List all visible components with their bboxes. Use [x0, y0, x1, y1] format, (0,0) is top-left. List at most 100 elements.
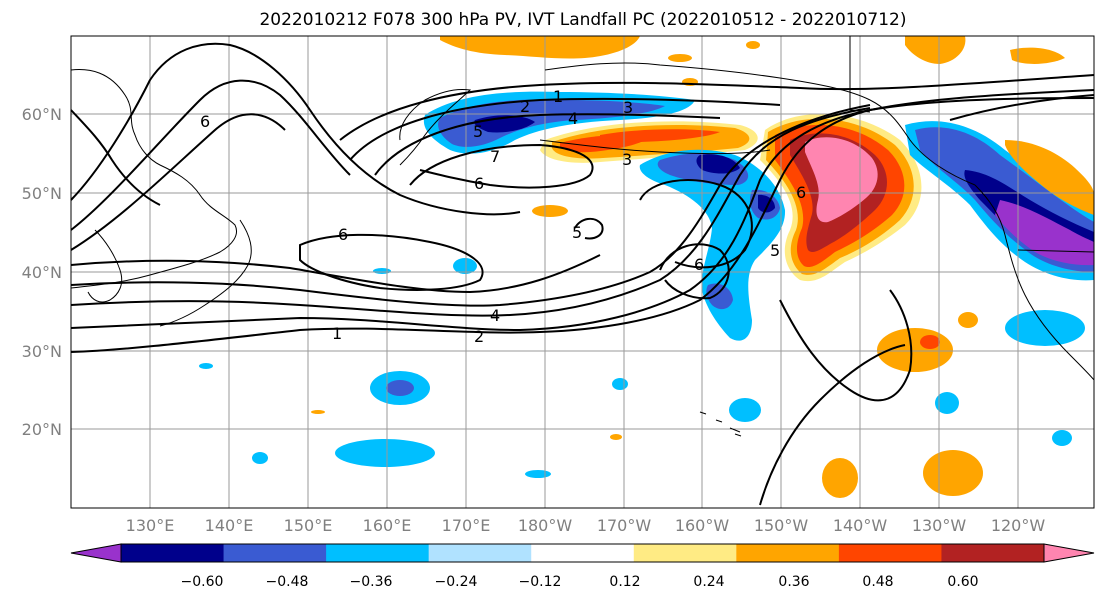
contour-label: 4 — [490, 306, 500, 325]
pv-contour-16 — [70, 42, 521, 216]
lat-label: 30°N — [22, 342, 62, 361]
negative-anomaly-patch-13 — [958, 312, 978, 328]
positive-anomaly-patch-5 — [610, 434, 622, 440]
pv-contour-19 — [70, 109, 161, 206]
pv-contour-20 — [949, 94, 1095, 121]
pv-contour-6 — [299, 233, 484, 291]
contour-label: 1 — [332, 324, 342, 343]
contour-label: 6 — [796, 183, 806, 202]
pv-contour-12 — [639, 179, 753, 269]
contour-label: 3 — [622, 150, 632, 169]
pv-contour-8 — [349, 97, 781, 161]
negative-anomaly-patch-12 — [1005, 310, 1085, 346]
negative-anomaly-patch-4 — [373, 268, 391, 274]
colorbar-tick-label: 0.24 — [693, 574, 724, 590]
contour-label: 6 — [694, 255, 704, 274]
positive-anomaly-patch-8 — [668, 54, 692, 62]
colorbar-segment — [941, 544, 1045, 562]
pv-contour-18 — [70, 113, 286, 251]
negative-anomaly-central-outer — [639, 149, 786, 341]
positive-anomaly-arctic-small — [1010, 47, 1065, 64]
negative-anomaly-patch-1b — [386, 380, 414, 396]
negative-anomaly-patch-2 — [335, 439, 435, 467]
lon-label: 150°W — [754, 516, 809, 535]
colorbar-tick-label: −0.36 — [350, 574, 393, 590]
positive-anomaly-patch-7 — [746, 41, 760, 49]
lon-label: 160°E — [363, 516, 412, 535]
positive-anomaly-patch-3 — [822, 458, 858, 498]
colorbar-tick-label: 0.36 — [778, 574, 809, 590]
lat-label: 60°N — [22, 105, 62, 124]
lat-labels: 60°N 50°N 40°N 30°N 20°N — [22, 105, 62, 439]
negative-anomaly-central-navy — [696, 154, 740, 174]
negative-anomaly-patch-11 — [199, 363, 213, 369]
coast-asia-north — [70, 69, 237, 289]
coast-alaska — [544, 62, 976, 186]
colorbar-tick-label: 0.60 — [947, 574, 978, 590]
pv-contour-14 — [779, 289, 913, 402]
pv-contour-4 — [70, 104, 871, 307]
coast-kamchatka — [399, 89, 472, 166]
colorbar-extend-min — [70, 543, 122, 563]
colorbar-tick-label: −0.48 — [266, 574, 309, 590]
negative-anomaly-nw-coast-purple — [995, 200, 1094, 266]
lon-label: 130°E — [126, 516, 175, 535]
colorbar-tick-label: −0.24 — [435, 574, 478, 590]
lon-label: 140°E — [205, 516, 254, 535]
colorbar-segment — [326, 544, 430, 562]
contour-label: 2 — [474, 327, 484, 346]
contour-label: 5 — [473, 122, 483, 141]
contour-label: 5 — [770, 241, 780, 260]
negative-anomaly-patch-5 — [612, 378, 628, 390]
map-frame — [70, 35, 1095, 509]
shading-layer — [199, 36, 1094, 498]
lon-label: 130°W — [912, 516, 967, 535]
coast-aleutians — [539, 139, 771, 155]
colorbar-tick-labels: −0.60 −0.48 −0.36 −0.24 −0.12 0.12 0.24 … — [181, 574, 979, 590]
lat-label: 50°N — [22, 184, 62, 203]
pv-contour-9 — [374, 113, 721, 176]
lon-labels: 130°E 140°E 150°E 160°E 170°E 180°W 170°… — [126, 516, 1046, 535]
coastlines — [70, 36, 1095, 437]
positive-anomaly-patch-2b — [920, 335, 940, 349]
map-panel: 1 2 3 4 5 6 7 6 6 4 2 1 6 5 6 3 5 — [70, 35, 1095, 509]
colorbar-segment — [633, 544, 737, 562]
colorbar-frame — [120, 543, 1045, 563]
pv-contour-10 — [409, 143, 594, 189]
figure-title: 2022010212 F078 300 hPa PV, IVT Landfall… — [259, 10, 906, 30]
colorbar — [70, 543, 1095, 563]
pv-contour-7 — [339, 74, 1095, 141]
pv-contour-5 — [70, 254, 601, 294]
colorbar-segment — [223, 544, 327, 562]
pv-contour-2 — [70, 97, 1095, 332]
colorbar-segment — [428, 544, 532, 562]
border-us-canada — [1017, 249, 1095, 253]
coast-korea — [87, 229, 123, 303]
contour-labels: 1 2 3 4 5 6 7 6 6 4 2 1 6 5 6 3 5 — [200, 87, 806, 346]
lon-label: 140°W — [833, 516, 888, 535]
positive-anomaly-patch-6 — [311, 410, 325, 414]
lon-label: 120°W — [991, 516, 1046, 535]
contour-label: 4 — [568, 109, 578, 128]
colorbar-segment — [736, 544, 840, 562]
lon-label: 160°W — [675, 516, 730, 535]
contour-label: 1 — [553, 87, 563, 106]
contour-label: 2 — [520, 97, 530, 116]
contour-label: 3 — [623, 98, 633, 117]
pv-contours — [70, 42, 1095, 506]
coast-hawaii — [699, 411, 742, 437]
colorbar-tick-label: −0.60 — [181, 574, 224, 590]
colorbar-segment — [121, 544, 225, 562]
colorbar-segment — [531, 544, 635, 562]
negative-anomaly-patch-8 — [1052, 430, 1072, 446]
positive-anomaly-bc-coast — [1005, 140, 1094, 215]
colorbar-tick-label: −0.12 — [519, 574, 562, 590]
coast-japan — [159, 219, 252, 327]
contour-label: 6 — [474, 174, 484, 193]
colorbar-tick-label: 0.48 — [862, 574, 893, 590]
negative-anomaly-patch-3 — [453, 258, 477, 274]
contour-label: 6 — [200, 112, 210, 131]
contour-label: 7 — [490, 147, 500, 166]
